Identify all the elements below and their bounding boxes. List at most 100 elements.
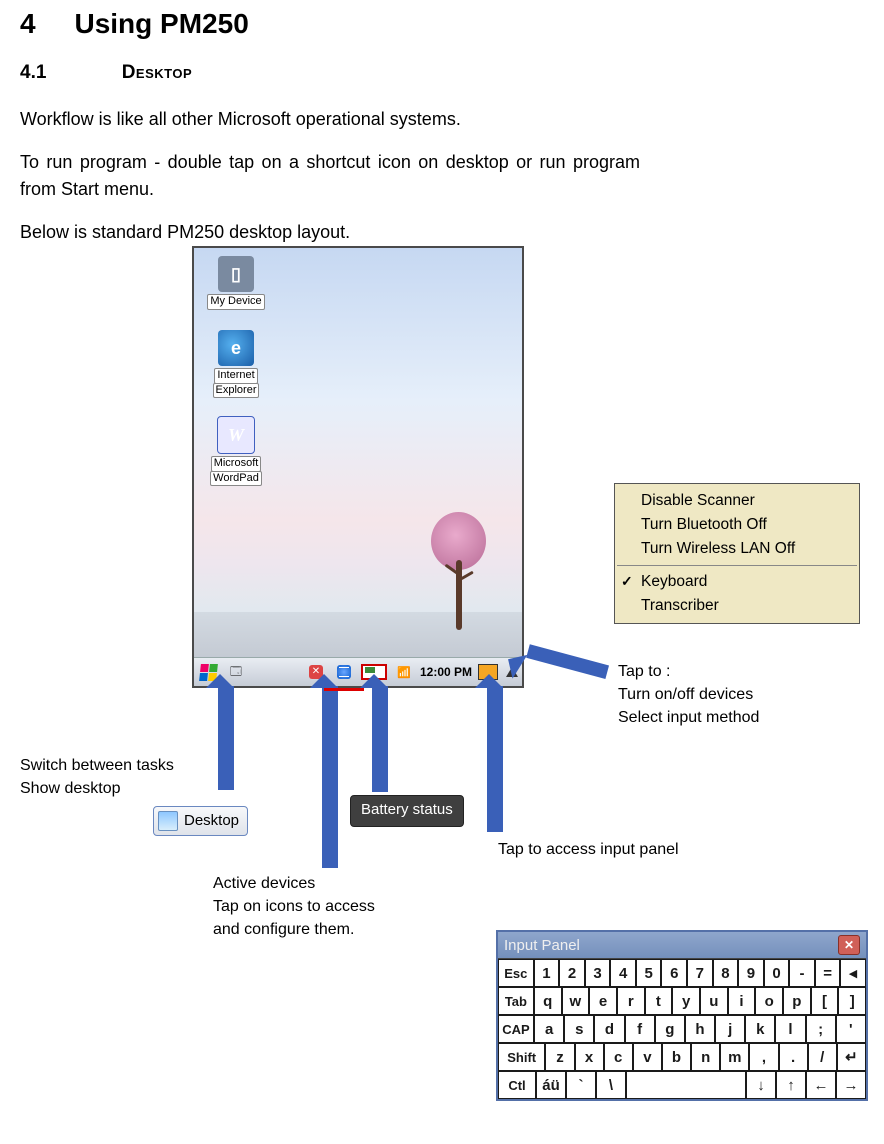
- key[interactable]: u: [700, 987, 728, 1015]
- paragraph-3: Below is standard PM250 desktop layout.: [20, 219, 640, 246]
- key[interactable]: ↓: [746, 1071, 776, 1099]
- key[interactable]: y: [672, 987, 700, 1015]
- menu-disable-scanner[interactable]: Disable Scanner: [615, 489, 859, 513]
- input-panel: Input Panel ✕ Esc1234567890-=◂ Tabqwertyu…: [496, 930, 868, 1101]
- key[interactable]: áü: [536, 1071, 566, 1099]
- input-panel-close[interactable]: ✕: [838, 935, 860, 955]
- key[interactable]: o: [755, 987, 783, 1015]
- key[interactable]: 6: [661, 959, 687, 987]
- key[interactable]: →: [836, 1071, 866, 1099]
- battery-callout: Battery status: [350, 795, 464, 827]
- key[interactable]: 7: [687, 959, 713, 987]
- desktop-pill-icon: [158, 811, 178, 831]
- key[interactable]: /: [808, 1043, 837, 1071]
- key[interactable]: -: [789, 959, 815, 987]
- key[interactable]: Shift: [498, 1043, 545, 1071]
- taskbar: 🗔 📶 12:00 PM: [194, 657, 522, 686]
- chapter-title: 4 Using PM250: [20, 8, 864, 40]
- anno-battery: Battery status: [350, 795, 464, 827]
- menu-transcriber[interactable]: Transcriber: [615, 594, 859, 618]
- key[interactable]: Ctl: [498, 1071, 536, 1099]
- anno-tap-to-2: Turn on/off devices: [618, 683, 759, 706]
- anno-tap-to-1: Tap to :: [618, 660, 759, 683]
- menu-wlan-off[interactable]: Turn Wireless LAN Off: [615, 537, 859, 561]
- anno-desktop-pill: Desktop: [153, 806, 248, 838]
- key[interactable]: ←: [806, 1071, 836, 1099]
- key[interactable]: r: [617, 987, 645, 1015]
- key[interactable]: ↑: [776, 1071, 806, 1099]
- key[interactable]: ↵: [837, 1043, 866, 1071]
- key[interactable]: a: [534, 1015, 564, 1043]
- key[interactable]: z: [545, 1043, 574, 1071]
- chapter-text: Using PM250: [74, 8, 248, 39]
- anno-tap-to-3: Select input method: [618, 706, 759, 729]
- key[interactable]: v: [633, 1043, 662, 1071]
- desktop-icon-wordpad[interactable]: W Microsoft WordPad: [204, 416, 268, 488]
- key[interactable]: k: [745, 1015, 775, 1043]
- desktop-icon-ie[interactable]: e Internet Explorer: [204, 330, 268, 402]
- key[interactable]: Tab: [498, 987, 534, 1015]
- anno-active-2: Tap on icons to access: [213, 895, 375, 918]
- key[interactable]: ': [836, 1015, 866, 1043]
- key[interactable]: 3: [585, 959, 611, 987]
- key[interactable]: d: [594, 1015, 624, 1043]
- key[interactable]: s: [564, 1015, 594, 1043]
- taskbar-clock[interactable]: 12:00 PM: [420, 665, 472, 679]
- key[interactable]: 0: [764, 959, 790, 987]
- key[interactable]: CAP: [498, 1015, 534, 1043]
- anno-switch-2: Show desktop: [20, 777, 174, 800]
- key[interactable]: \: [596, 1071, 626, 1099]
- key[interactable]: c: [604, 1043, 633, 1071]
- anno-active-1: Active devices: [213, 872, 375, 895]
- key[interactable]: 9: [738, 959, 764, 987]
- key[interactable]: ◂: [840, 959, 866, 987]
- key[interactable]: i: [728, 987, 756, 1015]
- menu-keyboard[interactable]: Keyboard: [615, 570, 859, 594]
- anno-active: Active devices Tap on icons to access an…: [213, 872, 375, 942]
- desktop-icon-mydevice[interactable]: ▯ My Device: [204, 256, 268, 314]
- figure-wrap: ▯ My Device e Internet Explorer W Micros…: [20, 246, 864, 1136]
- tray-signal-icon[interactable]: 📶: [391, 660, 417, 684]
- key[interactable]: Esc: [498, 959, 534, 987]
- input-panel-titlebar: Input Panel ✕: [498, 932, 866, 958]
- key[interactable]: n: [691, 1043, 720, 1071]
- anno-switch-1: Switch between tasks: [20, 754, 174, 777]
- desktop-pill[interactable]: Desktop: [153, 806, 248, 836]
- key[interactable]: 5: [636, 959, 662, 987]
- key[interactable]: l: [775, 1015, 805, 1043]
- key[interactable]: p: [783, 987, 811, 1015]
- key[interactable]: 2: [559, 959, 585, 987]
- tray-underline: [324, 688, 364, 691]
- key[interactable]: x: [575, 1043, 604, 1071]
- key[interactable]: [: [811, 987, 839, 1015]
- anno-active-3: and configure them.: [213, 918, 375, 941]
- key[interactable]: 4: [610, 959, 636, 987]
- key[interactable]: q: [534, 987, 562, 1015]
- key[interactable]: ]: [838, 987, 866, 1015]
- chapter-number: 4: [20, 8, 36, 39]
- key[interactable]: t: [645, 987, 673, 1015]
- key[interactable]: e: [589, 987, 617, 1015]
- keyboard-grid: Esc1234567890-=◂ Tabqwertyuiop[] CAPasdfgh…: [498, 958, 866, 1099]
- key[interactable]: ,: [749, 1043, 778, 1071]
- key[interactable]: f: [625, 1015, 655, 1043]
- key[interactable]: [626, 1071, 746, 1099]
- key[interactable]: b: [662, 1043, 691, 1071]
- key[interactable]: 1: [534, 959, 560, 987]
- key[interactable]: g: [655, 1015, 685, 1043]
- key[interactable]: .: [779, 1043, 808, 1071]
- key[interactable]: h: [685, 1015, 715, 1043]
- wordpad-label-2: WordPad: [210, 471, 262, 487]
- section-text: Desktop: [122, 62, 192, 83]
- key[interactable]: m: [720, 1043, 749, 1071]
- key[interactable]: ;: [806, 1015, 836, 1043]
- key[interactable]: j: [715, 1015, 745, 1043]
- desktop-pill-text: Desktop: [184, 810, 239, 832]
- key[interactable]: `: [566, 1071, 596, 1099]
- key[interactable]: =: [815, 959, 841, 987]
- menu-bluetooth-off[interactable]: Turn Bluetooth Off: [615, 513, 859, 537]
- key[interactable]: w: [562, 987, 590, 1015]
- anno-tap-to: Tap to : Turn on/off devices Select inpu…: [618, 660, 759, 730]
- mydevice-label: My Device: [207, 294, 264, 310]
- key[interactable]: 8: [713, 959, 739, 987]
